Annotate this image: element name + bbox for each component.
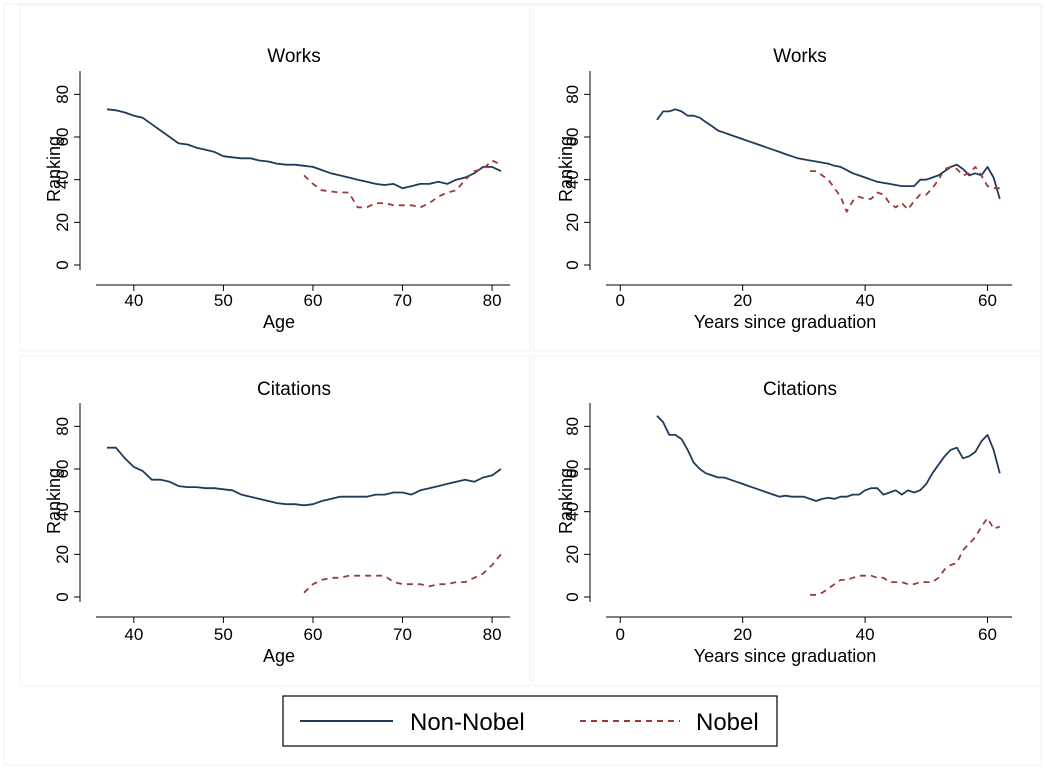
x-tick-label: 40 bbox=[124, 291, 143, 310]
x-tick-label: 40 bbox=[124, 625, 143, 644]
y-tick-label: 20 bbox=[53, 545, 72, 564]
x-tick-label: 40 bbox=[856, 291, 875, 310]
y-tick-label: 0 bbox=[563, 260, 582, 269]
x-axis-label: Years since graduation bbox=[694, 312, 876, 332]
panel-4: 0 20 40 60 80 0 20 40 60 Citations Years since gra… bbox=[532, 355, 1042, 687]
panel-title: Citations bbox=[257, 379, 331, 400]
x-tick-label: 60 bbox=[978, 625, 997, 644]
x-axis-label: Age bbox=[263, 646, 295, 666]
y-tick-label: 40 bbox=[563, 502, 582, 521]
panel-1: 0 20 40 60 80 40 50 60 70 80 Works Age Ranking bbox=[19, 4, 531, 352]
y-axis-label: Ranking bbox=[44, 136, 64, 202]
y-tick-label: 20 bbox=[53, 213, 72, 232]
y-tick-label: 60 bbox=[563, 128, 582, 147]
series-line-nobel bbox=[810, 517, 1001, 596]
y-tick-label: 80 bbox=[563, 85, 582, 104]
y-tick-label: 0 bbox=[53, 260, 72, 269]
x-tick-label: 50 bbox=[214, 625, 233, 644]
series-line-nobel bbox=[303, 159, 502, 209]
y-tick-label: 60 bbox=[563, 460, 582, 479]
y-tick-label: 40 bbox=[53, 502, 72, 521]
series-line-nobel bbox=[810, 165, 1000, 213]
y-tick-label: 20 bbox=[563, 545, 582, 564]
x-tick-label: 80 bbox=[483, 625, 502, 644]
legend-label-nobel: Nobel bbox=[696, 709, 759, 736]
x-tick-label: 70 bbox=[393, 625, 412, 644]
series-line-non-nobel bbox=[106, 108, 502, 190]
panel-title: Citations bbox=[763, 379, 837, 400]
x-axis-label: Age bbox=[263, 312, 295, 332]
panel-background bbox=[532, 4, 1042, 352]
series-line-nobel bbox=[303, 553, 502, 594]
series-line-non-nobel bbox=[107, 446, 502, 507]
y-tick-label: 80 bbox=[53, 417, 72, 436]
y-tick-label: 40 bbox=[563, 170, 582, 189]
y-tick-label: 20 bbox=[563, 213, 582, 232]
legend-label-non-nobel: Non-Nobel bbox=[410, 709, 525, 736]
y-tick-label: 0 bbox=[563, 592, 582, 601]
legend: Non-Nobel Nobel bbox=[282, 695, 778, 747]
x-tick-label: 60 bbox=[303, 291, 322, 310]
panel-title: Works bbox=[267, 46, 320, 67]
y-axis-label: Ranking bbox=[556, 136, 576, 202]
y-tick-label: 80 bbox=[563, 417, 582, 436]
panel-title: Works bbox=[773, 46, 826, 67]
x-tick-label: 60 bbox=[303, 625, 322, 644]
x-tick-label: 20 bbox=[733, 625, 752, 644]
y-tick-label: 80 bbox=[53, 85, 72, 104]
y-tick-label: 60 bbox=[53, 128, 72, 147]
panels: 0 20 40 60 80 40 50 60 70 80 Works Age Ranking 0 20 40 6… bbox=[19, 4, 1042, 687]
y-axis-label: Ranking bbox=[44, 468, 64, 534]
panel-3: 0 20 40 60 80 40 50 60 70 80 Citations Age Ranking bbox=[19, 355, 531, 687]
panel-background bbox=[19, 4, 531, 352]
y-axis-label: Ranking bbox=[556, 468, 576, 534]
x-tick-label: 20 bbox=[733, 291, 752, 310]
x-tick-label: 60 bbox=[978, 291, 997, 310]
panel-background bbox=[532, 355, 1042, 687]
series-line-non-nobel bbox=[656, 108, 1001, 200]
x-axis-label: Years since graduation bbox=[694, 646, 876, 666]
x-tick-label: 50 bbox=[214, 291, 233, 310]
y-tick-label: 40 bbox=[53, 170, 72, 189]
x-tick-label: 40 bbox=[856, 625, 875, 644]
panel-2: 0 20 40 60 80 0 20 40 60 Works Years since graduat… bbox=[532, 4, 1042, 352]
series-line-non-nobel bbox=[656, 415, 1001, 502]
x-tick-label: 70 bbox=[393, 291, 412, 310]
panel-background bbox=[19, 355, 531, 687]
x-tick-label: 80 bbox=[483, 291, 502, 310]
y-tick-label: 60 bbox=[53, 460, 72, 479]
x-tick-label: 0 bbox=[616, 625, 625, 644]
y-tick-label: 0 bbox=[53, 592, 72, 601]
x-tick-label: 0 bbox=[616, 291, 625, 310]
